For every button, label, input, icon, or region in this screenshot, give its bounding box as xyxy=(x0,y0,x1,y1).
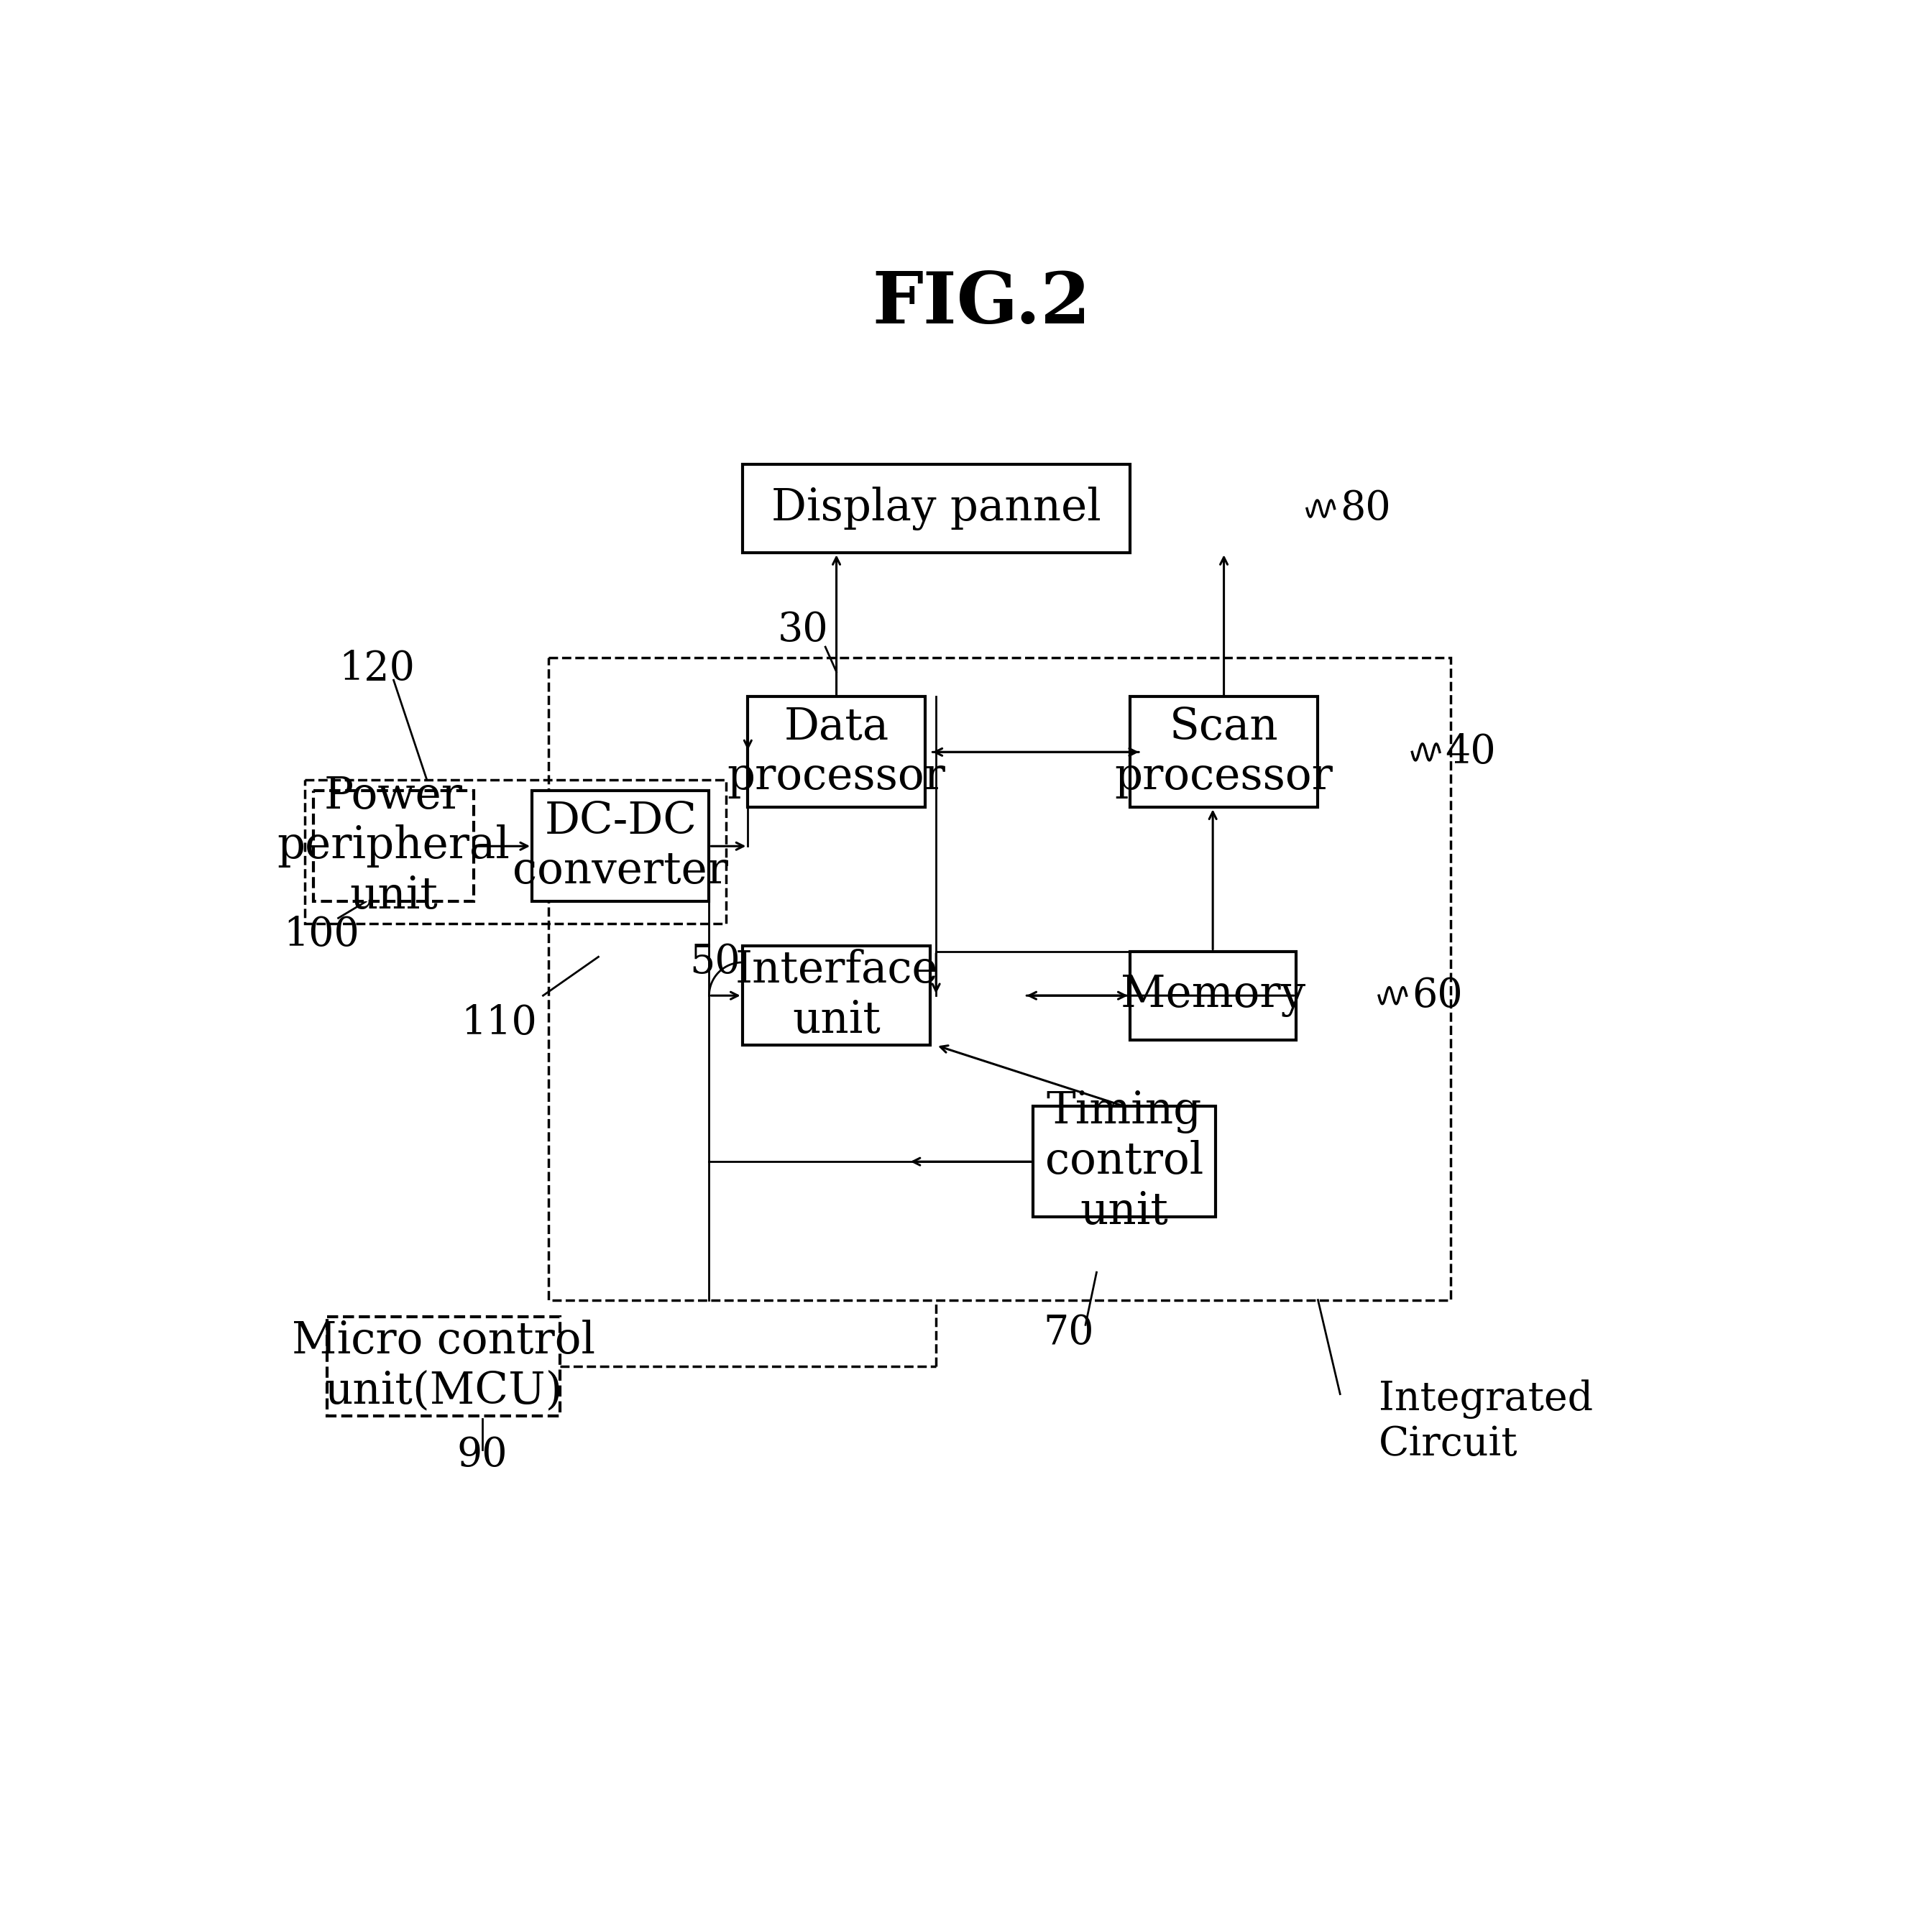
Bar xyxy=(327,1316,559,1416)
Text: 90: 90 xyxy=(458,1435,507,1474)
Text: Interface
unit: Interface unit xyxy=(735,949,938,1041)
Bar xyxy=(304,781,726,923)
Text: 100: 100 xyxy=(283,916,360,954)
Text: Power
peripheral
unit: Power peripheral unit xyxy=(278,775,509,918)
Text: 40: 40 xyxy=(1446,732,1496,771)
Text: 70: 70 xyxy=(1044,1314,1093,1352)
Bar xyxy=(743,464,1130,553)
Bar xyxy=(1130,951,1296,1039)
Text: Timing
control
unit: Timing control unit xyxy=(1046,1090,1203,1233)
Text: Data
processor: Data processor xyxy=(728,705,946,798)
Text: DC-DC
converter: DC-DC converter xyxy=(513,800,728,893)
Bar xyxy=(532,790,709,902)
Bar xyxy=(548,659,1452,1300)
Text: FIG.2: FIG.2 xyxy=(871,269,1092,338)
Bar xyxy=(749,697,925,808)
Text: 80: 80 xyxy=(1340,489,1390,527)
Text: Scan
processor: Scan processor xyxy=(1115,705,1333,798)
Text: 60: 60 xyxy=(1411,976,1463,1014)
Text: Display pannel: Display pannel xyxy=(772,487,1101,531)
Text: Memory: Memory xyxy=(1120,974,1306,1016)
Bar xyxy=(743,947,931,1045)
Text: Integrated
Circuit: Integrated Circuit xyxy=(1379,1379,1593,1464)
Text: Micro control
unit(MCU): Micro control unit(MCU) xyxy=(291,1320,596,1412)
Bar xyxy=(1130,697,1318,808)
Bar xyxy=(314,790,473,902)
Text: 120: 120 xyxy=(339,649,416,688)
Text: 110: 110 xyxy=(462,1003,536,1043)
Text: 50: 50 xyxy=(689,943,739,981)
Bar xyxy=(1032,1107,1216,1217)
Text: 30: 30 xyxy=(777,611,829,649)
